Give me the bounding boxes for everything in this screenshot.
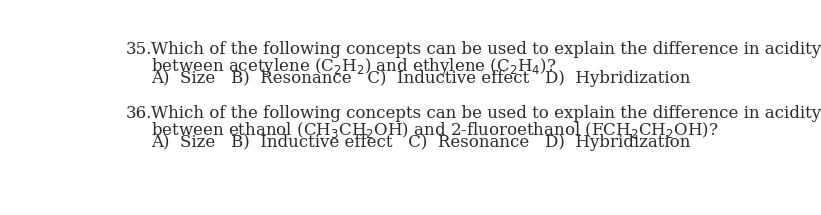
Text: Which of the following concepts can be used to explain the difference in acidity: Which of the following concepts can be u… — [151, 41, 821, 58]
Text: Which of the following concepts can be used to explain the difference in acidity: Which of the following concepts can be u… — [151, 105, 821, 122]
Text: between ethanol (CH$_3$CH$_2$OH) and 2-fluoroethanol (FCH$_2$CH$_2$OH)?: between ethanol (CH$_3$CH$_2$OH) and 2-f… — [151, 120, 718, 140]
Text: A)  Size   B)  Inductive effect   C)  Resonance   D)  Hybridization: A) Size B) Inductive effect C) Resonance… — [151, 134, 690, 151]
Text: A)  Size   B)  Resonance   C)  Inductive effect   D)  Hybridization: A) Size B) Resonance C) Inductive effect… — [151, 71, 690, 88]
Text: 35.: 35. — [126, 41, 152, 58]
Text: 36.: 36. — [126, 105, 152, 122]
Text: between acetylene (C$_2$H$_2$) and ethylene (C$_2$H$_4$)?: between acetylene (C$_2$H$_2$) and ethyl… — [151, 56, 557, 77]
